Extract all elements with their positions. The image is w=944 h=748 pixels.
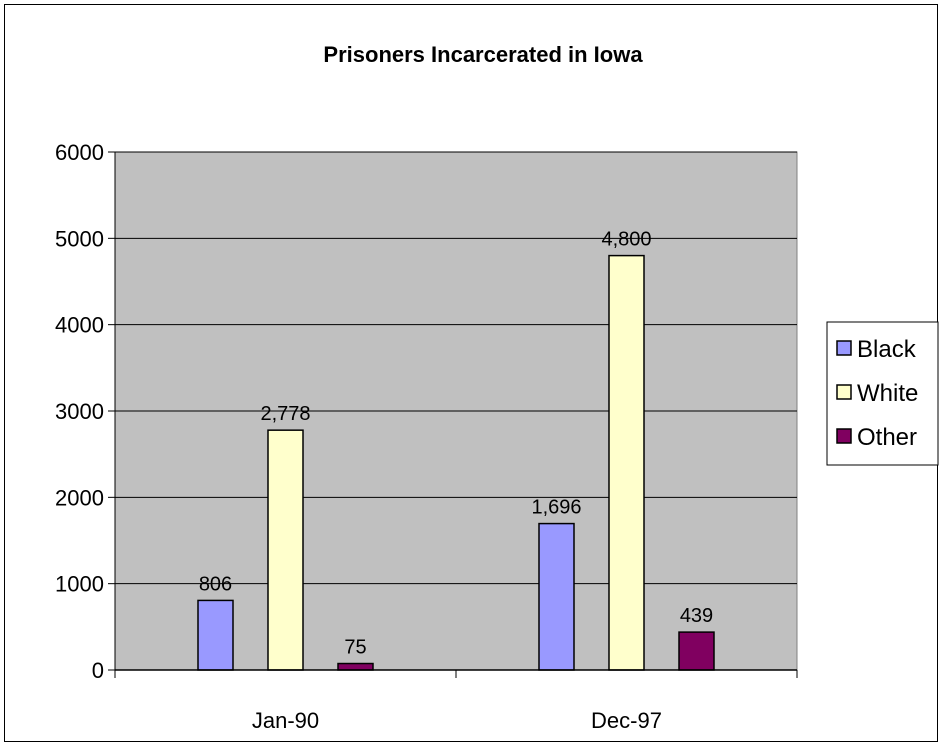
legend-swatch-black [836,340,852,356]
bar-other [337,662,374,671]
data-label: 2,778 [260,403,310,425]
legend-swatch-white [836,384,852,400]
data-labels: 806 2,778 75 1,696 4,800 439 [199,229,713,659]
bar-white [608,254,645,671]
y-tick-label: 3000 [55,399,104,424]
y-tick-label: 2000 [55,485,104,510]
x-tick-label: Dec-97 [591,708,662,733]
y-tick-label: 5000 [55,226,104,251]
bar-other [678,631,715,671]
bars [197,254,715,671]
y-tick-label: 0 [92,658,104,683]
legend-entry-other: Other [857,424,917,451]
data-label: 4,800 [601,229,651,251]
legend: Black White Other [826,321,939,466]
chart-title: Prisoners Incarcerated in Iowa [323,42,643,67]
y-tick-label: 4000 [55,313,104,338]
legend-swatch-other [836,428,852,444]
y-axis: 0 1000 2000 3000 4000 5000 6000 [55,140,116,683]
legend-entry-black: Black [857,336,917,363]
bar-black [197,599,234,671]
data-label: 806 [199,573,232,595]
x-tick-label: Jan-90 [252,708,319,733]
y-tick-label: 6000 [55,140,104,165]
data-label: 439 [680,605,713,627]
bar-white [267,429,304,671]
bar-black [538,522,575,671]
legend-entry-white: White [857,380,918,407]
data-label: 75 [344,637,366,659]
gridlines [115,151,797,585]
data-label: 1,696 [531,497,581,519]
y-tick-label: 1000 [55,572,104,597]
x-axis: Jan-90 Dec-97 [114,669,798,733]
